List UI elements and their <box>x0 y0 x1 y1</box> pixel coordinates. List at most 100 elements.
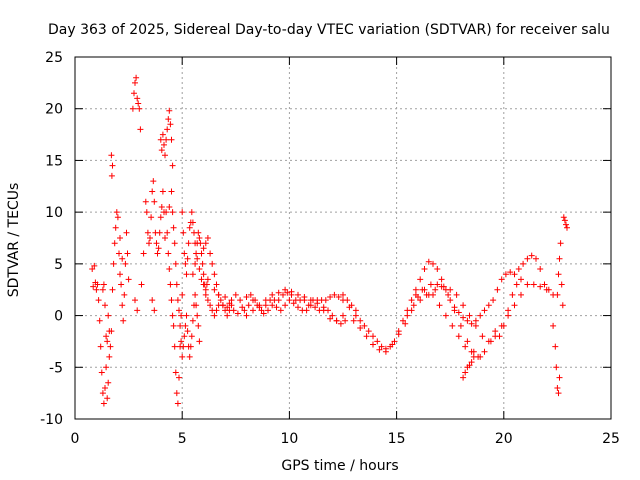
data-point <box>199 260 206 267</box>
data-point <box>108 152 115 159</box>
x-tick-label: 15 <box>388 431 406 447</box>
data-point <box>204 297 211 304</box>
data-point <box>193 302 200 309</box>
data-point <box>184 255 191 262</box>
data-point <box>134 95 141 102</box>
data-point <box>99 390 106 397</box>
data-point <box>165 250 172 257</box>
data-point <box>382 348 389 355</box>
data-point <box>460 374 467 381</box>
x-tick-label: 25 <box>602 431 620 447</box>
data-point <box>173 281 180 288</box>
data-point <box>123 229 130 236</box>
data-point <box>361 322 368 329</box>
data-point <box>98 369 105 376</box>
data-point <box>102 385 108 391</box>
y-tick-label: 20 <box>45 102 63 118</box>
data-point <box>168 136 175 143</box>
data-point <box>434 266 441 272</box>
data-point <box>234 310 241 317</box>
data-point <box>112 224 119 231</box>
data-point <box>204 235 211 241</box>
data-point <box>376 346 383 353</box>
data-point <box>155 245 162 252</box>
data-point <box>468 359 475 366</box>
data-point <box>104 338 111 345</box>
data-point <box>179 209 186 216</box>
data-point <box>247 291 254 298</box>
data-point <box>103 364 110 371</box>
y-tick-label: 15 <box>45 153 63 169</box>
data-point <box>200 271 207 278</box>
data-point <box>168 297 175 304</box>
data-point <box>434 281 441 288</box>
data-point <box>172 260 179 267</box>
data-point <box>169 209 176 216</box>
y-tick-label: 25 <box>45 50 63 66</box>
data-point <box>184 328 191 335</box>
data-point <box>117 235 123 241</box>
data-point <box>457 322 464 329</box>
data-point <box>490 297 497 304</box>
data-point <box>192 260 199 267</box>
data-point <box>468 320 475 327</box>
data-point <box>509 291 516 298</box>
data-point <box>213 281 220 288</box>
data-point <box>400 317 406 324</box>
data-point <box>125 276 132 283</box>
data-point <box>284 289 291 296</box>
data-point <box>357 317 364 324</box>
data-point <box>408 297 415 304</box>
data-point <box>200 281 207 288</box>
x-axis-label: GPS time / hours <box>281 458 398 474</box>
data-point <box>172 369 179 376</box>
data-point <box>97 343 104 350</box>
data-point <box>269 302 276 309</box>
data-point <box>277 307 284 314</box>
data-point <box>164 126 171 133</box>
data-point <box>553 364 560 371</box>
data-point <box>211 312 218 319</box>
data-point <box>100 281 107 288</box>
data-point <box>432 286 439 293</box>
data-point <box>222 294 229 300</box>
data-point <box>303 307 310 314</box>
data-point <box>169 312 176 319</box>
data-point <box>161 141 167 148</box>
data-point <box>451 307 458 314</box>
data-point <box>228 297 235 304</box>
data-point <box>217 297 224 304</box>
data-point <box>374 338 381 345</box>
data-point <box>104 395 111 402</box>
data-point <box>327 315 334 322</box>
data-point <box>269 291 276 298</box>
data-point <box>260 310 267 317</box>
data-point <box>151 307 158 314</box>
data-point <box>157 214 164 221</box>
data-point <box>173 390 180 397</box>
data-point <box>158 147 165 154</box>
data-point <box>211 286 218 293</box>
data-point <box>494 286 501 293</box>
data-point <box>404 312 411 319</box>
data-point <box>182 260 189 267</box>
data-point <box>195 322 202 329</box>
data-point <box>518 276 524 283</box>
data-point <box>262 302 269 309</box>
data-point <box>186 353 193 360</box>
data-point <box>153 240 160 247</box>
data-point <box>412 286 419 293</box>
data-point <box>207 302 214 309</box>
data-point <box>241 307 248 314</box>
data-point <box>121 291 128 298</box>
data-point <box>195 229 202 236</box>
data-point <box>363 333 370 340</box>
data-point <box>537 266 544 272</box>
data-point <box>395 331 402 338</box>
data-point <box>159 131 166 138</box>
data-point <box>146 240 152 247</box>
data-point <box>559 302 566 309</box>
data-point <box>102 302 108 309</box>
data-point <box>327 294 334 300</box>
data-point <box>105 312 112 319</box>
